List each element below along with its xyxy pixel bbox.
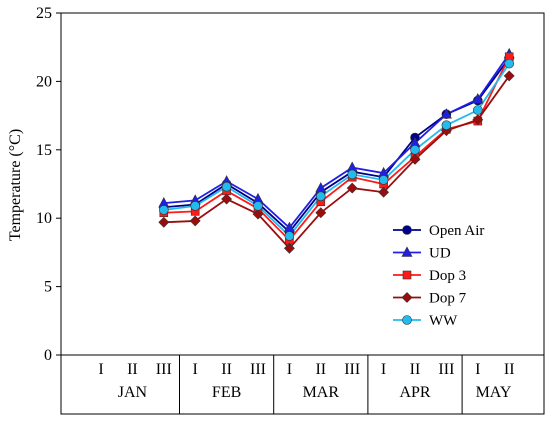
y-tick-label: 20 <box>36 73 52 90</box>
y-tick-label: 25 <box>36 5 52 22</box>
legend-label: UD <box>429 246 451 262</box>
legend-label: WW <box>429 313 458 329</box>
series-line-dop-3 <box>163 56 511 242</box>
legend-label: Dop 7 <box>429 291 467 307</box>
legend-marker <box>402 270 412 280</box>
axes <box>60 12 545 415</box>
x-tick-label: I <box>98 361 103 378</box>
x-tick-label: I <box>287 361 292 378</box>
data-point-dop-7 <box>346 182 358 194</box>
x-tick-label: III <box>438 361 454 378</box>
month-label: JAN <box>118 384 148 401</box>
data-point-ww <box>253 201 263 211</box>
y-ticks: 0 5 10 15 20 25 <box>36 5 61 364</box>
data-point-dop-7 <box>221 193 233 205</box>
series-line-ud <box>163 53 510 230</box>
y-tick-label: 15 <box>36 142 52 159</box>
y-tick-label: 5 <box>44 279 52 296</box>
data-point-ww <box>284 231 295 241</box>
x-tick-label: II <box>127 361 138 378</box>
data-point-ud <box>472 93 484 104</box>
x-tick-label: II <box>504 361 515 378</box>
month-label: APR <box>399 384 430 401</box>
legend-marker <box>401 292 413 303</box>
data-point-dop-7 <box>472 114 484 126</box>
data-point-ww <box>347 169 358 180</box>
data-point-dop-7 <box>409 153 421 165</box>
data-point-dop-7 <box>378 186 390 198</box>
data-point-dop-7 <box>189 215 201 227</box>
data-point-ud <box>440 108 452 119</box>
x-tick-label: III <box>250 361 266 378</box>
month-label: FEB <box>212 384 241 401</box>
data-point-dop-7 <box>252 208 264 220</box>
series-lines <box>163 53 511 250</box>
legend-marker <box>402 315 412 325</box>
data-point-ww <box>315 191 326 202</box>
data-point-ud <box>315 181 327 193</box>
x-tick-label: I <box>193 361 198 378</box>
series-markers <box>158 47 515 254</box>
x-tick-label: III <box>344 361 360 378</box>
x-tick-label: III <box>156 361 172 378</box>
legend: Open Air UD Dop 3 Dop 7 WW <box>393 223 484 329</box>
x-tick-label: II <box>315 361 326 378</box>
data-point-dop-7 <box>440 125 452 137</box>
series-line-ww <box>163 63 510 238</box>
data-point-ww <box>410 145 420 155</box>
series-line-dop-7 <box>163 75 510 250</box>
y-tick-label: 10 <box>36 210 52 227</box>
data-point-dop-7 <box>503 70 515 82</box>
data-point-dop-7 <box>158 216 170 228</box>
data-point-ww <box>221 181 232 192</box>
month-label: MAY <box>476 384 512 401</box>
legend-marker <box>402 225 412 235</box>
x-tick-label: I <box>475 361 480 378</box>
plot-frame <box>60 12 545 415</box>
legend-marker <box>401 246 413 257</box>
data-point-ww <box>472 105 483 115</box>
x-tick-label: II <box>221 361 232 378</box>
month-label: MAR <box>303 384 340 401</box>
data-point-dop-7 <box>283 242 295 254</box>
data-point-ww <box>159 205 169 215</box>
data-point-ww <box>504 58 515 69</box>
data-point-ww <box>378 175 389 185</box>
legend-label: Open Air <box>429 223 484 239</box>
y-axis-title: Temperature (°C) <box>7 129 24 241</box>
x-tick-label: I <box>381 361 386 378</box>
y-tick-label: 0 <box>44 347 52 364</box>
data-point-ww <box>441 120 452 130</box>
legend-label: Dop 3 <box>429 268 466 284</box>
data-point-ww <box>190 201 200 211</box>
data-point-dop-7 <box>315 207 327 219</box>
x-tick-label: II <box>410 361 421 378</box>
